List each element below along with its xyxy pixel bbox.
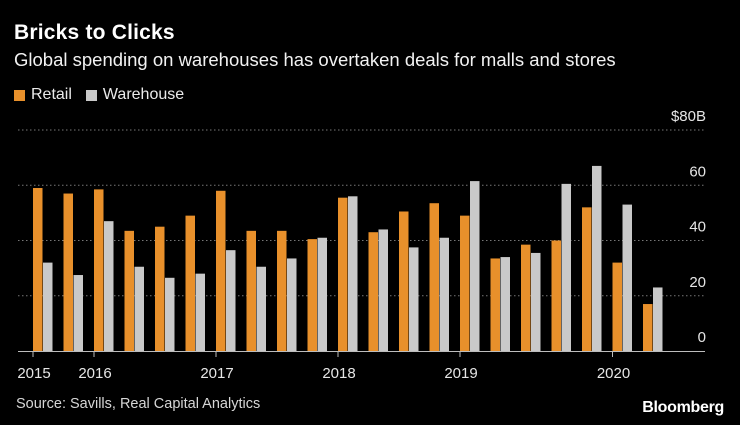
bar-retail-2017-q4 bbox=[368, 232, 378, 351]
bar-warehouse-2016-q3 bbox=[226, 250, 236, 351]
bar-warehouse-2017-q1 bbox=[287, 258, 297, 351]
bar-warehouse-2016-q1 bbox=[165, 277, 175, 351]
chart-subtitle: Global spending on warehouses has overta… bbox=[14, 49, 616, 70]
bars-group bbox=[33, 165, 663, 351]
x-tick-label-2020: 2020 bbox=[597, 365, 630, 382]
bar-retail-2020-q1 bbox=[643, 304, 653, 351]
bar-retail-2018-q4 bbox=[490, 258, 500, 351]
bar-warehouse-2016-q2 bbox=[195, 273, 205, 351]
legend-label-warehouse: Warehouse bbox=[102, 86, 185, 103]
x-tick-label-2018: 2018 bbox=[322, 365, 355, 382]
bar-retail-2016-q4 bbox=[246, 230, 256, 351]
legend-item-warehouse: Warehouse bbox=[85, 86, 185, 104]
bar-warehouse-2019-q1 bbox=[531, 252, 541, 351]
y-tick-label-60: 60 bbox=[689, 163, 706, 180]
y-axis-labels: 0 20 40 60 $80B bbox=[671, 108, 706, 346]
bar-warehouse-2015-q4 bbox=[134, 266, 144, 351]
bar-warehouse-2018-q1 bbox=[409, 247, 419, 351]
bar-warehouse-2015-q1 bbox=[43, 262, 53, 351]
bar-warehouse-2018-q4 bbox=[500, 257, 510, 351]
gridlines bbox=[18, 129, 705, 297]
bar-warehouse-2016-q4 bbox=[256, 266, 266, 351]
bar-retail-2015-q2 bbox=[63, 193, 73, 351]
bar-retail-2016-q2 bbox=[185, 215, 195, 351]
bar-warehouse-2019-q3 bbox=[592, 165, 602, 351]
chart-title: Bricks to Clicks bbox=[14, 21, 175, 44]
legend-item-retail: Retail bbox=[14, 86, 72, 104]
bar-retail-2019-q2 bbox=[551, 240, 561, 351]
bar-retail-2019-q4 bbox=[612, 262, 622, 351]
y-tick-label-80: $80B bbox=[671, 108, 706, 125]
bar-warehouse-2017-q2 bbox=[317, 237, 327, 351]
x-axis bbox=[18, 351, 705, 357]
x-tick-label-2015: 2015 bbox=[17, 365, 50, 382]
bar-retail-2019-q3 bbox=[582, 207, 592, 351]
x-tick-label-2019: 2019 bbox=[444, 365, 477, 382]
legend-label-retail: Retail bbox=[31, 86, 72, 103]
bar-retail-2019-q1 bbox=[521, 244, 531, 351]
bar-warehouse-2017-q4 bbox=[378, 229, 388, 351]
x-axis-labels: 2015 2016 2017 2018 2019 2020 bbox=[17, 365, 630, 382]
bar-retail-2017-q3 bbox=[338, 197, 348, 351]
x-tick-label-2017: 2017 bbox=[200, 365, 233, 382]
legend-swatch-retail bbox=[14, 89, 25, 101]
y-tick-label-40: 40 bbox=[689, 219, 706, 236]
bar-retail-2018-q3 bbox=[460, 215, 470, 351]
x-tick-label-2016: 2016 bbox=[78, 365, 111, 382]
bar-retail-2017-q1 bbox=[277, 230, 287, 351]
bar-warehouse-2019-q4 bbox=[622, 204, 632, 351]
bar-retail-2017-q2 bbox=[307, 239, 317, 351]
bar-warehouse-2018-q2 bbox=[439, 237, 449, 351]
source-note: Source: Savills, Real Capital Analytics bbox=[16, 396, 261, 412]
bar-warehouse-2018-q3 bbox=[470, 181, 480, 351]
y-tick-label-0: 0 bbox=[698, 329, 706, 346]
y-tick-label-20: 20 bbox=[689, 274, 706, 291]
bar-retail-2018-q1 bbox=[399, 211, 409, 351]
bar-retail-2016-q3 bbox=[216, 190, 226, 351]
bar-warehouse-2019-q2 bbox=[561, 183, 571, 351]
bar-warehouse-2015-q2 bbox=[73, 275, 83, 351]
legend: Retail Warehouse bbox=[14, 86, 198, 104]
bar-warehouse-2017-q3 bbox=[348, 196, 358, 351]
bar-retail-2015-q1 bbox=[33, 188, 43, 351]
bar-retail-2015-q4 bbox=[124, 230, 134, 351]
bloomberg-logo: Bloomberg bbox=[642, 399, 724, 416]
bar-warehouse-2015-q3 bbox=[104, 221, 114, 351]
bar-warehouse-2020-q1 bbox=[653, 287, 663, 351]
legend-swatch-warehouse bbox=[85, 89, 97, 101]
bar-retail-2015-q3 bbox=[94, 189, 104, 351]
bar-retail-2018-q2 bbox=[429, 203, 439, 351]
bar-retail-2016-q1 bbox=[155, 226, 165, 351]
